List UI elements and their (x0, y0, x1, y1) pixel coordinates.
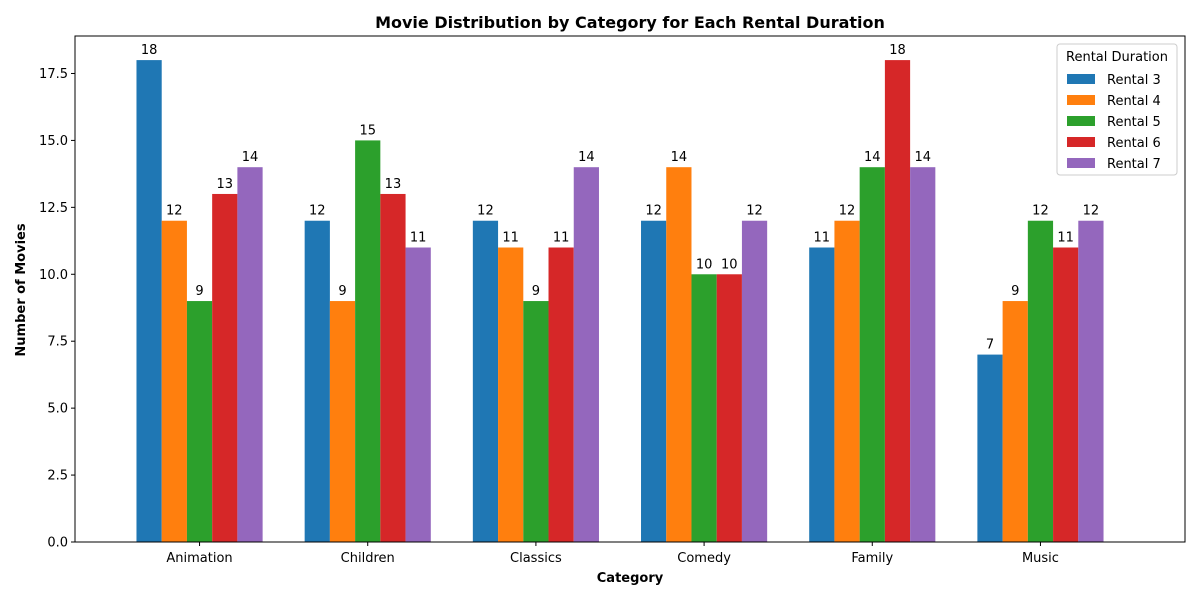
data-label: 11 (814, 231, 831, 246)
bar-rental-3-animation (136, 60, 162, 542)
data-label: 10 (721, 257, 738, 272)
data-label: 18 (889, 43, 906, 58)
bar-rental-5-animation (186, 301, 213, 542)
data-label: 12 (839, 204, 856, 219)
data-label: 12 (309, 204, 326, 219)
data-label: 14 (914, 150, 931, 165)
bar-rental-3-children (304, 220, 330, 543)
bar-rental-4-comedy (666, 167, 692, 542)
data-label: 12 (645, 204, 662, 219)
data-label: 14 (864, 150, 881, 165)
legend-entry: Rental 4 (1107, 94, 1161, 109)
y-tick-label: 7.5 (47, 335, 68, 350)
y-tick-label: 2.5 (47, 469, 68, 484)
data-label: 12 (166, 204, 183, 219)
bar-rental-7-classics (573, 167, 599, 542)
bar-rental-7-comedy (741, 220, 768, 543)
x-tick-label: Animation (166, 551, 232, 566)
bar-rental-4-classics (498, 247, 524, 542)
legend-swatch (1067, 137, 1095, 147)
bar-rental-6-music (1053, 247, 1079, 542)
bar-rental-3-music (977, 354, 1003, 542)
bar-rental-5-classics (523, 301, 549, 542)
legend-title: Rental Duration (1066, 50, 1168, 65)
data-label: 10 (696, 257, 713, 272)
bar-rental-6-children (380, 193, 406, 542)
bar-rental-7-music (1078, 220, 1104, 543)
x-tick-label: Family (851, 551, 893, 566)
legend-entry: Rental 7 (1107, 157, 1161, 172)
legend-swatch (1067, 95, 1095, 105)
y-tick-label: 0.0 (47, 536, 68, 551)
axes-frame (74, 35, 1186, 543)
bar-rental-6-animation (212, 193, 238, 542)
x-tick-label: Classics (510, 551, 562, 566)
y-axis-title: Number of Movies (14, 223, 29, 356)
data-label: 14 (242, 150, 259, 165)
data-label: 9 (532, 284, 540, 299)
bar-rental-5-comedy (691, 274, 717, 542)
data-label: 11 (502, 231, 519, 246)
plot-area: 18 12 12 12 11 7 12 9 11 14 12 9 9 15 9 10 14 12 13 13 11 10 1… (39, 35, 1186, 566)
x-axis-title: Category (597, 571, 664, 586)
data-label: 9 (195, 284, 203, 299)
x-tick-label: Children (341, 551, 395, 566)
bar-rental-7-family (910, 167, 936, 542)
bar-rental-6-comedy (716, 274, 742, 542)
bar-rental-5-music (1027, 220, 1054, 543)
y-tick-label: 12.5 (39, 201, 68, 216)
bar-rental-5-family (859, 167, 885, 542)
bar-rental-3-family (809, 247, 835, 542)
bar-rental-4-children (329, 301, 356, 542)
bar-rental-4-family (834, 220, 860, 543)
x-tick-label: Comedy (677, 551, 731, 566)
x-tick-label: Music (1022, 551, 1059, 566)
legend-swatch (1067, 116, 1095, 126)
y-tick-label: 10.0 (39, 268, 68, 283)
legend-swatch (1067, 158, 1095, 168)
data-label: 11 (553, 231, 570, 246)
bar-rental-3-comedy (641, 220, 667, 543)
bar-rental-4-animation (161, 220, 187, 543)
legend-entry: Rental 3 (1107, 73, 1161, 88)
bar-rental-6-family (884, 60, 911, 542)
data-label: 12 (746, 204, 763, 219)
data-label: 14 (671, 150, 688, 165)
bar-rental-6-classics (548, 247, 574, 542)
data-label: 9 (338, 284, 346, 299)
data-label: 12 (1032, 204, 1049, 219)
data-label: 13 (385, 177, 402, 192)
data-label: 7 (986, 338, 994, 353)
data-label: 12 (1083, 204, 1100, 219)
data-label: 15 (359, 123, 376, 138)
bar-rental-4-music (1002, 301, 1028, 542)
data-label: 18 (141, 43, 158, 58)
legend: Rental Duration Rental 3 Rental 4 Rental 5 R… (1056, 43, 1178, 176)
bar-rental-5-children (355, 140, 381, 542)
legend-entry: Rental 6 (1107, 136, 1161, 151)
data-label: 11 (410, 231, 427, 246)
data-label: 13 (216, 177, 233, 192)
y-tick-label: 15.0 (39, 134, 68, 149)
data-label: 9 (1011, 284, 1019, 299)
legend-swatch (1067, 74, 1095, 84)
data-label: 12 (477, 204, 494, 219)
chart-title: Movie Distribution by Category for Each … (375, 13, 885, 32)
data-label: 14 (578, 150, 595, 165)
y-tick-label: 17.5 (39, 67, 68, 82)
bar-rental-7-animation (237, 167, 263, 542)
data-label: 11 (1057, 231, 1074, 246)
bar-rental-3-classics (472, 220, 499, 543)
legend-entry: Rental 5 (1107, 115, 1161, 130)
y-tick-label: 5.0 (47, 402, 68, 417)
bar-rental-7-children (405, 247, 431, 542)
